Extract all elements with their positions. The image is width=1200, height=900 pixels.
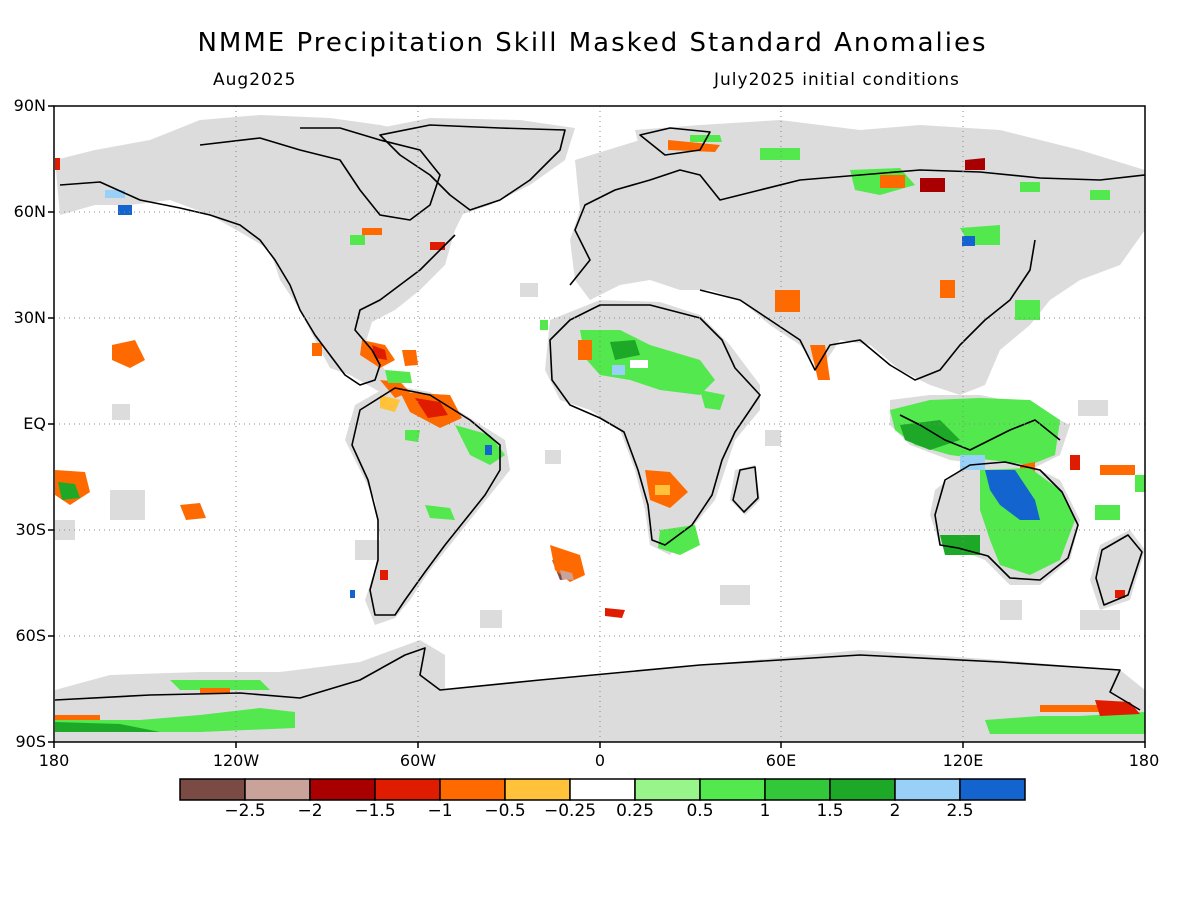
colorbar-swatch-8 bbox=[699, 778, 766, 801]
colorbar-swatch-0 bbox=[179, 778, 246, 801]
forecast-month: Aug2025 bbox=[213, 70, 297, 90]
lon-label-180e: 180 bbox=[1128, 751, 1160, 770]
lat-label-eq: EQ bbox=[23, 414, 46, 433]
lon-label-60w: 60W bbox=[399, 751, 437, 770]
lon-label-180w: 180 bbox=[38, 751, 70, 770]
lat-label-60n: 60N bbox=[13, 202, 46, 221]
colorbar-label-1: −2 bbox=[297, 801, 323, 821]
initial-conditions: July2025 initial conditions bbox=[714, 70, 960, 90]
colorbar-label-6: 0.25 bbox=[616, 801, 654, 821]
axis-ticks bbox=[48, 105, 1146, 748]
lon-label-0: 0 bbox=[594, 751, 606, 770]
siberian-islands-land bbox=[760, 140, 850, 165]
new-zealand-land bbox=[1090, 530, 1145, 610]
lat-label-30n: 30N bbox=[13, 308, 46, 327]
lat-label-90n: 90N bbox=[13, 96, 46, 115]
colorbar-label-5: −0.25 bbox=[543, 801, 597, 821]
colorbar-label-2: −1.5 bbox=[354, 801, 396, 821]
graticule bbox=[54, 106, 1145, 742]
colorbar-swatch-7 bbox=[634, 778, 701, 801]
colorbar-label-3: −1 bbox=[427, 801, 453, 821]
colorbar-swatch-3 bbox=[374, 778, 441, 801]
lat-label-60s: 60S bbox=[15, 626, 46, 645]
colorbar-swatch-2 bbox=[309, 778, 376, 801]
map-title: NMME Precipitation Skill Masked Standard… bbox=[197, 28, 988, 58]
colorbar-swatch-6 bbox=[569, 778, 636, 801]
colorbar-swatch-12 bbox=[959, 778, 1026, 801]
colorbar-label-11: 2.5 bbox=[946, 801, 974, 821]
lon-label-120e: 120E bbox=[942, 751, 984, 770]
colorbar-swatch-4 bbox=[439, 778, 506, 801]
eurasia-land bbox=[570, 120, 1145, 395]
colorbar-label-10: 2 bbox=[889, 801, 901, 821]
colorbar-swatch-10 bbox=[829, 778, 896, 801]
colorbar bbox=[179, 778, 1026, 801]
colorbar-label-4: −0.5 bbox=[484, 801, 526, 821]
anomaly-patches bbox=[55, 135, 1145, 734]
colorbar-label-9: 1.5 bbox=[816, 801, 844, 821]
coastlines bbox=[54, 124, 1146, 711]
colorbar-swatch-1 bbox=[244, 778, 311, 801]
colorbar-swatch-9 bbox=[764, 778, 831, 801]
colorbar-label-8: 1 bbox=[759, 801, 771, 821]
lon-label-60e: 60E bbox=[765, 751, 797, 770]
colorbar-label-7: 0.5 bbox=[686, 801, 714, 821]
colorbar-swatch-11 bbox=[894, 778, 961, 801]
colorbar-swatch-5 bbox=[504, 778, 571, 801]
lat-label-30s: 30S bbox=[15, 520, 46, 539]
colorbar-label-0: −2.5 bbox=[224, 801, 266, 821]
lon-label-120w: 120W bbox=[212, 751, 260, 770]
greenland-land bbox=[370, 118, 575, 215]
lat-label-90s: 90S bbox=[15, 732, 46, 751]
north-america-land bbox=[55, 115, 470, 392]
africa-land bbox=[545, 300, 760, 555]
